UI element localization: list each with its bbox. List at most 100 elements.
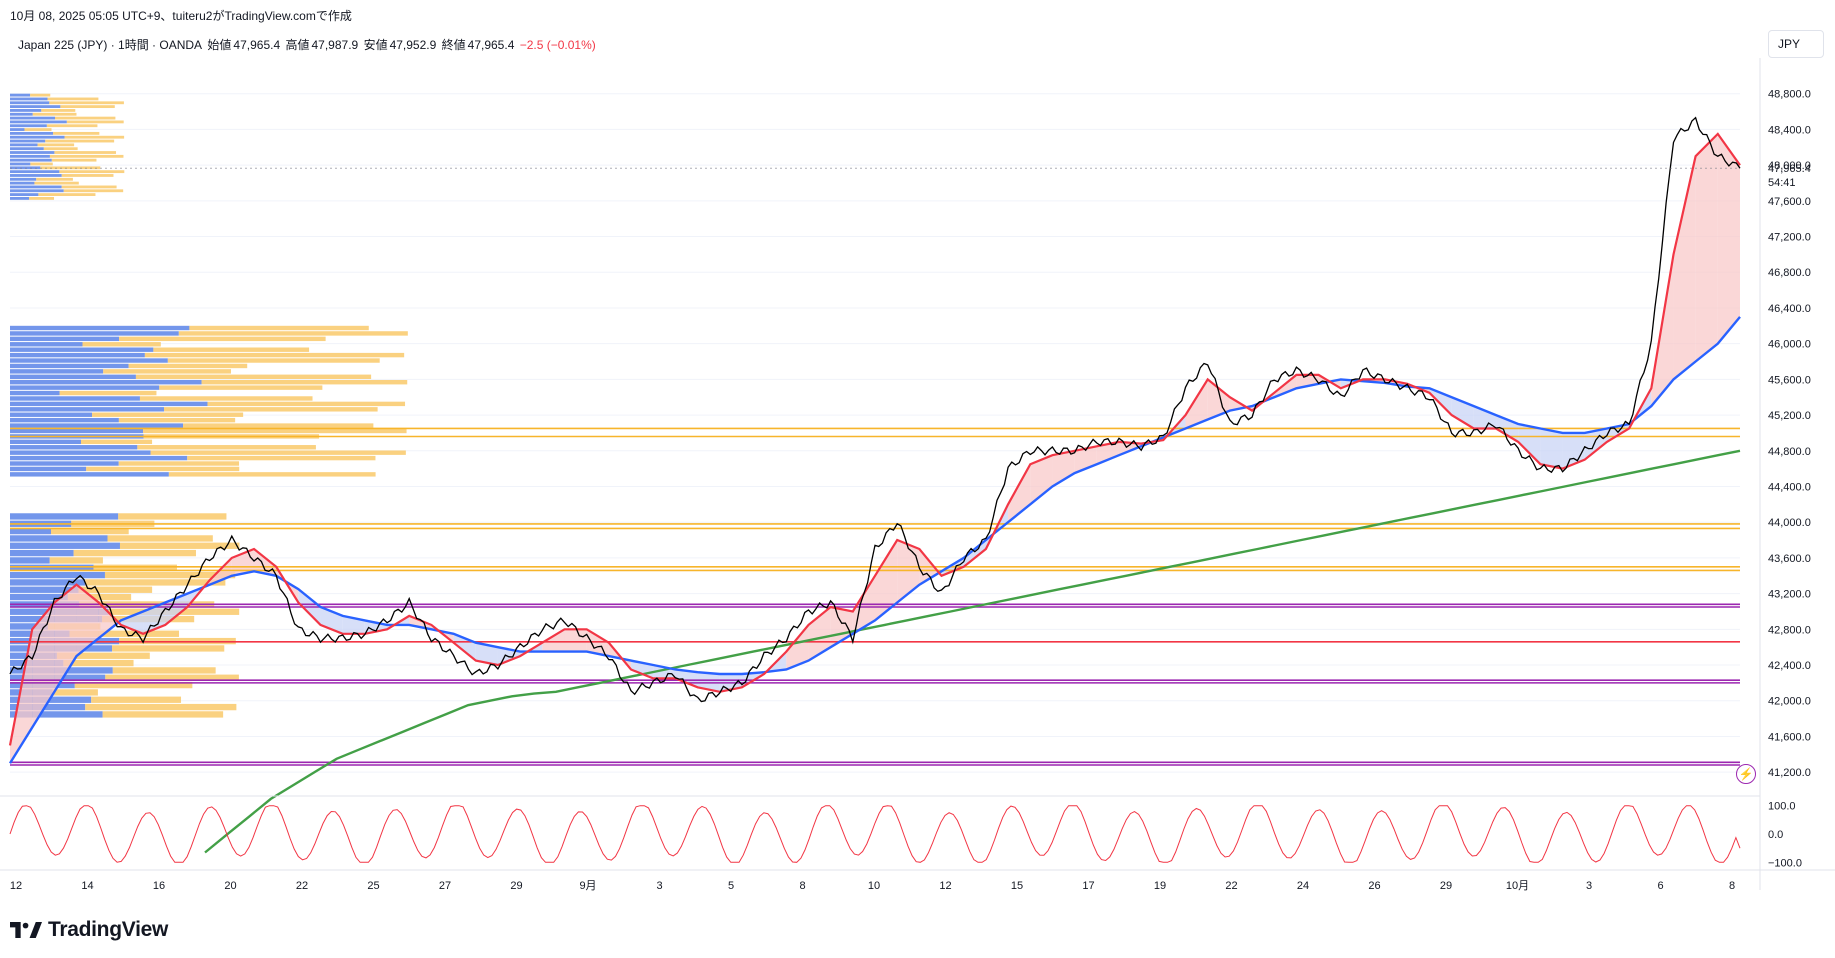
volume-profile-bar: [59, 170, 125, 174]
volume-profile-bar: [38, 193, 96, 197]
volume-profile-bar: [10, 170, 60, 174]
low-label: 安値: [363, 38, 388, 52]
high-value: 47,987.9: [311, 38, 359, 52]
volume-profile-bar: [85, 579, 226, 586]
volume-profile-bar: [41, 109, 76, 112]
close-label: 終値: [441, 38, 466, 52]
volume-profile-bar: [10, 374, 136, 380]
volume-profile-bar: [10, 535, 108, 542]
currency-selector[interactable]: JPY: [1768, 30, 1824, 58]
price-tick-label: 43,200.0: [1768, 589, 1811, 601]
oscillator-tick-label: 100.0: [1768, 801, 1796, 813]
ma-fill-segment: [1052, 450, 1075, 487]
ma-fill-segment: [1540, 428, 1563, 469]
price-tick-label: 47,600.0: [1768, 196, 1811, 208]
ma-fill-segment: [1473, 406, 1497, 429]
volume-profile-bar: [10, 131, 54, 135]
volume-profile-bar: [56, 652, 150, 659]
volume-profile-bar: [10, 120, 67, 124]
volume-profile-bar: [10, 189, 64, 193]
volume-profile-bar: [47, 97, 99, 101]
volume-profile-bar: [10, 450, 151, 455]
volume-profile-bar: [45, 139, 115, 143]
ma-fill-segment: [1030, 455, 1053, 505]
volume-profile-bar: [85, 703, 237, 711]
ma-fill-segment: [1096, 441, 1119, 465]
volume-profile-bar: [10, 342, 83, 347]
volume-profile-bar: [189, 325, 369, 331]
time-tick-label: 8: [799, 880, 805, 892]
volume-profile-bar: [92, 412, 244, 417]
volume-profile-bar: [78, 586, 153, 593]
brand-name: TradingView: [48, 918, 169, 941]
price-tick-label: 42,400.0: [1768, 660, 1811, 672]
time-tick-label: 12: [10, 880, 22, 892]
time-tick-label: 10: [868, 880, 880, 892]
symbol-name[interactable]: Japan 225 (JPY) · 1時間 · OANDA: [18, 38, 203, 52]
time-tick-label: 5: [728, 880, 734, 892]
ma-fill-segment: [253, 548, 277, 576]
volume-profile-bar: [168, 472, 376, 477]
low-value: 47,952.9: [389, 38, 437, 52]
volume-profile-bar: [103, 369, 232, 374]
price-tick-label: 42,000.0: [1768, 696, 1811, 708]
time-tick-label: 12: [939, 880, 951, 892]
volume-profile-bar: [104, 571, 236, 579]
horizontal-levels[interactable]: [10, 427, 1740, 766]
ma-fill-segment: [1717, 133, 1740, 344]
ma-fill-segment: [231, 548, 254, 576]
time-tick-label: 26: [1368, 880, 1380, 892]
volume-profile-bar: [10, 331, 179, 336]
volume-profile-bar: [10, 177, 37, 181]
price-tick-label: 45,200.0: [1768, 410, 1811, 422]
volume-profile-bar: [10, 162, 31, 166]
volume-profile-bar: [30, 93, 51, 97]
ma-fill-segment: [1518, 424, 1541, 465]
volume-profile-bar: [112, 645, 225, 652]
volume-profile-bar: [119, 542, 240, 549]
volume-profile-bar: [10, 401, 208, 407]
volume-profile-bar: [135, 374, 372, 380]
time-tick-label: 15: [1011, 880, 1023, 892]
volume-profile-bar: [105, 674, 239, 681]
volume-profile-bar: [10, 93, 31, 97]
volume-profile-bar: [10, 385, 160, 390]
volume-profile-bar: [10, 116, 55, 120]
volume-profile-bar: [69, 630, 180, 637]
price-tick-label: 48,400.0: [1768, 124, 1811, 136]
ma-fast-line: [8, 132, 1741, 746]
ma-fill-segment: [1185, 379, 1208, 429]
volume-profile-bar: [10, 112, 33, 116]
ma-fill-segment: [1673, 156, 1696, 380]
volume-profile-bar: [153, 347, 310, 352]
volume-profile-bar: [59, 390, 157, 396]
volume-profile-bar: [53, 131, 100, 135]
last-price-label: 47,965.4: [1768, 163, 1811, 175]
price-tick-label: 43,600.0: [1768, 553, 1811, 565]
high-label: 高値: [285, 38, 310, 52]
time-tick-label: 22: [1225, 880, 1237, 892]
volume-profile-bar: [137, 445, 316, 450]
ma-mid-line: [8, 316, 1741, 764]
time-tick-label: 8: [1729, 880, 1735, 892]
volume-profile-bar: [10, 549, 74, 557]
volume-profile-bar: [10, 185, 62, 189]
volume-profile-bar: [49, 557, 103, 564]
volume-profile-bar: [10, 325, 190, 331]
price-tick-label: 46,800.0: [1768, 267, 1811, 279]
volume-profile-bar: [119, 336, 326, 342]
volume-profile-bar: [10, 105, 61, 109]
volume-profile-bar: [29, 197, 55, 200]
price-tick-label: 44,800.0: [1768, 446, 1811, 458]
symbol-legend: Japan 225 (JPY) · 1時間 · OANDA 始値 47,965.4…: [18, 36, 598, 53]
ma-fill-segment: [120, 611, 144, 634]
volume-profile-bar: [164, 407, 378, 412]
volume-profile-bar: [49, 101, 124, 105]
volume-profile-bar: [10, 513, 119, 520]
lightning-icon[interactable]: ⚡: [1736, 764, 1756, 784]
volume-profile-bar: [37, 143, 75, 147]
volume-profile-bar: [10, 579, 86, 586]
time-tick-label: 19: [1154, 880, 1166, 892]
time-tick-label: 14: [81, 880, 93, 892]
